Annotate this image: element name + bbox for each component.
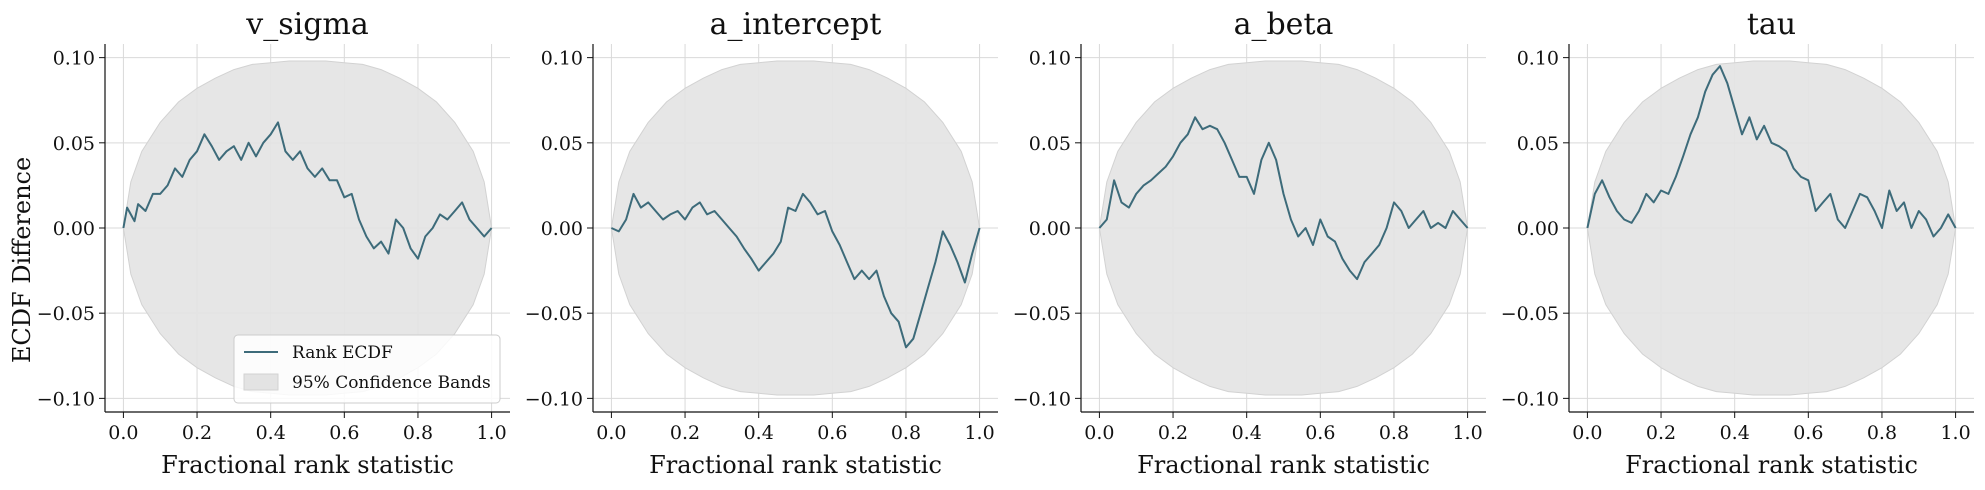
y-tick-label: 0.00 xyxy=(53,218,95,240)
legend-band-swatch xyxy=(243,373,279,391)
x-tick-label: 1.0 xyxy=(1452,422,1482,444)
rank-ecdf-line xyxy=(1586,65,1957,238)
y-tick-label: −0.10 xyxy=(37,388,95,410)
panel-title: a_intercept xyxy=(710,7,882,42)
y-tick-label: 0.05 xyxy=(53,133,95,155)
legend: Rank ECDF 95% Confidence Bands xyxy=(233,334,501,404)
y-tick-label: −0.05 xyxy=(1501,303,1559,325)
x-tick-label: 0.4 xyxy=(1720,422,1750,444)
x-tick-label: 0.6 xyxy=(817,422,847,444)
x-tick-label: 0.2 xyxy=(182,422,212,444)
x-tick-label: 0.6 xyxy=(329,422,359,444)
panel-title: v_sigma xyxy=(245,7,369,42)
panel-a-beta: 0.0 0.2 0.4 0.6 0.8 1.0 0.10 0.05 0.00 −0.05 −0.10… xyxy=(1013,7,1486,479)
rank-ecdf-line xyxy=(122,121,493,260)
x-tick-label: 0.4 xyxy=(1232,422,1262,444)
confidence-band xyxy=(1586,60,1957,396)
y-tick-label: −0.05 xyxy=(1013,303,1071,325)
panel-title: tau xyxy=(1747,7,1796,42)
y-tick-label: 0.00 xyxy=(1517,218,1559,240)
x-axis-label: Fractional rank statistic xyxy=(649,451,942,479)
x-tick-label: 0.4 xyxy=(256,422,286,444)
rank-ecdf-line xyxy=(610,192,981,349)
confidence-band xyxy=(610,60,981,396)
rank-ecdf-line xyxy=(1098,116,1469,281)
x-tick-label: 0.2 xyxy=(1158,422,1188,444)
x-tick-label: 0.8 xyxy=(891,422,921,444)
x-axis-label: Fractional rank statistic xyxy=(161,451,454,479)
shared-y-axis-label: ECDF Difference xyxy=(8,157,36,363)
x-tick-label: 0.0 xyxy=(1084,422,1114,444)
y-tick-label: 0.05 xyxy=(1517,133,1559,155)
x-tick-label: 1.0 xyxy=(964,422,994,444)
legend-entry-rank-ecdf: Rank ECDF xyxy=(292,343,393,363)
y-tick-label: 0.00 xyxy=(541,218,583,240)
x-tick-label: 0.2 xyxy=(670,422,700,444)
y-tick-label: −0.10 xyxy=(1013,388,1071,410)
y-tick-label: −0.10 xyxy=(525,388,583,410)
x-axis-label: Fractional rank statistic xyxy=(1137,451,1430,479)
x-tick-label: 0.0 xyxy=(596,422,626,444)
x-axis-label: Fractional rank statistic xyxy=(1625,451,1918,479)
y-tick-label: −0.05 xyxy=(525,303,583,325)
panel-tau: 0.0 0.2 0.4 0.6 0.8 1.0 0.10 0.05 0.00 −0.05 −0.10… xyxy=(1501,7,1974,479)
y-tick-label: 0.10 xyxy=(53,48,95,70)
x-tick-label: 1.0 xyxy=(476,422,506,444)
x-tick-label: 0.8 xyxy=(1867,422,1897,444)
x-tick-label: 0.4 xyxy=(744,422,774,444)
y-tick-label: 0.00 xyxy=(1029,218,1071,240)
x-tick-label: 0.0 xyxy=(108,422,138,444)
y-tick-label: 0.05 xyxy=(541,133,583,155)
x-tick-label: 0.8 xyxy=(403,422,433,444)
panel-title: a_beta xyxy=(1234,7,1334,42)
y-tick-label: −0.05 xyxy=(37,303,95,325)
x-tick-label: 0.6 xyxy=(1305,422,1335,444)
x-tick-label: 0.6 xyxy=(1793,422,1823,444)
y-tick-label: −0.10 xyxy=(1501,388,1559,410)
x-tick-label: 0.2 xyxy=(1646,422,1676,444)
panel-v-sigma: 0.0 0.2 0.4 0.6 0.8 1.0 0.10 0.05 0.00 −0.05 −0.10… xyxy=(37,7,510,479)
x-tick-label: 1.0 xyxy=(1940,422,1970,444)
confidence-band xyxy=(1098,60,1469,396)
legend-entry-confidence-bands: 95% Confidence Bands xyxy=(292,373,491,393)
y-tick-label: 0.05 xyxy=(1029,133,1071,155)
x-tick-label: 0.8 xyxy=(1379,422,1409,444)
x-tick-label: 0.0 xyxy=(1572,422,1602,444)
panel-a-intercept: 0.0 0.2 0.4 0.6 0.8 1.0 0.10 0.05 0.00 −0.05 −0.10… xyxy=(525,7,998,479)
y-tick-label: 0.10 xyxy=(1029,48,1071,70)
legend-box xyxy=(233,334,501,404)
y-tick-label: 0.10 xyxy=(1517,48,1559,70)
y-tick-label: 0.10 xyxy=(541,48,583,70)
